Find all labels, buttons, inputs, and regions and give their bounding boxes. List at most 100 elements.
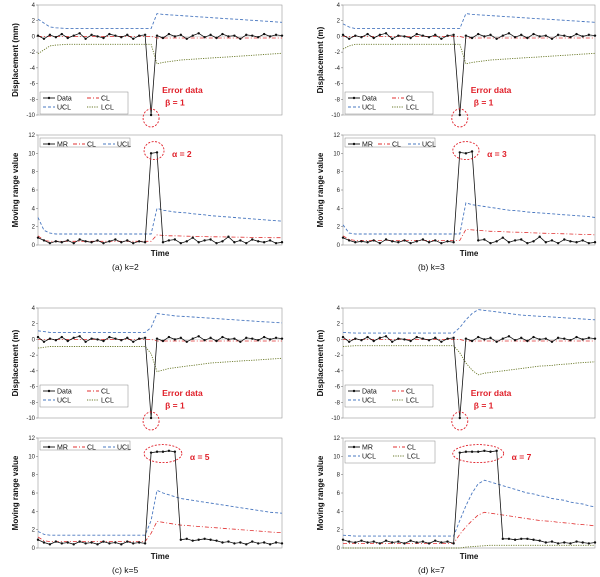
legend-box [39,384,129,408]
data-point [458,113,461,117]
data-point [42,541,46,544]
data-point [96,35,99,38]
data-point [556,241,560,245]
y-tick-label: -2 [335,50,341,56]
data-point [167,239,171,242]
data-point [191,539,194,542]
series-line-mr [37,151,283,244]
data-point [203,339,206,342]
data-point [274,241,278,245]
data-point [372,540,375,543]
legend-marker [47,445,51,449]
y-tick-label: 2 [337,322,341,328]
beta-label: β = 1 [165,98,185,108]
data-point [221,32,224,36]
y-tick-label: -8 [335,400,341,406]
series-line-ucl [342,13,596,30]
data-point [501,537,505,541]
y-tick-label: 8 [32,473,36,479]
data-point [274,541,278,544]
data-point [507,537,511,541]
data-point [587,241,591,245]
data-point [143,241,147,244]
data-point [390,240,394,243]
data-point [532,32,535,36]
y-tick-label: 10 [333,454,340,460]
data-point [155,450,159,453]
data-point [132,340,135,343]
data-point [513,239,517,242]
data-point [421,238,425,241]
data-point [520,238,523,241]
data-point [191,337,194,340]
data-point [233,34,236,37]
y-tick-label: -8 [30,97,36,103]
y-tick-label: 4 [32,206,36,212]
data-point [507,241,511,244]
data-point [84,37,87,40]
legend-box [344,440,436,464]
data-point [179,241,183,245]
data-point [390,340,394,343]
panel-b-top: 4 2 0 -2 -4 -6 -8 -10 Displacement (m) Data CL UCL L… [316,3,597,128]
y-tick-label: -6 [30,385,36,391]
data-point [526,537,529,541]
data-point [215,539,218,542]
data-point [495,37,498,40]
data-point [60,241,64,244]
data-point [203,36,206,39]
data-point [581,35,584,38]
data-point [366,32,369,36]
panel-a-top: 4 2 0 -2 -4 -6 -8 -10 Displacement (mm) Data CL UCL… [11,3,284,128]
data-point [427,542,431,545]
data-point [245,543,248,546]
data-point [155,337,159,340]
y-tick-label: 0 [337,337,341,343]
data-point [464,152,468,155]
data-point [366,335,369,339]
series-line-mr [342,450,596,544]
y-tick-label: 0 [32,546,36,552]
data-point [66,36,69,40]
y-tick-label: 12 [333,133,340,139]
legend-label: LCL [406,397,419,404]
data-point [239,37,242,40]
data-point [185,340,188,343]
legend-marker [47,142,51,146]
data-point [137,541,141,544]
data-point [191,34,194,37]
y-tick-label: 12 [28,436,35,442]
data-point [256,339,260,342]
data-point [507,32,511,35]
data-point [403,542,406,545]
data-point [550,239,554,242]
data-point [72,336,75,340]
error-data-marker [451,108,469,128]
y-axis-label: Displacement (m) [316,26,325,93]
data-point [108,32,111,36]
data-point [452,542,455,545]
error-data-label: Error data [471,85,512,95]
data-point [251,337,254,340]
data-point [173,35,177,38]
y-tick-label: 12 [28,133,35,139]
y-tick-label: 0 [32,337,36,343]
data-point [149,113,153,117]
x-axis-label: Time [460,249,479,258]
series-line-mr [342,150,596,244]
y-tick-label: 8 [337,170,341,176]
data-point [209,238,212,241]
data-point [251,540,254,543]
data-point [390,37,394,40]
data-point [538,35,541,38]
y-tick-label: -6 [30,82,36,88]
data-point [354,34,357,37]
data-point [120,339,123,342]
y-tick-label: 4 [32,509,36,515]
data-point [532,538,535,541]
data-point [239,340,242,343]
legend-marker [47,389,51,393]
data-point [78,540,81,543]
data-point [173,450,177,453]
data-point [433,239,437,242]
